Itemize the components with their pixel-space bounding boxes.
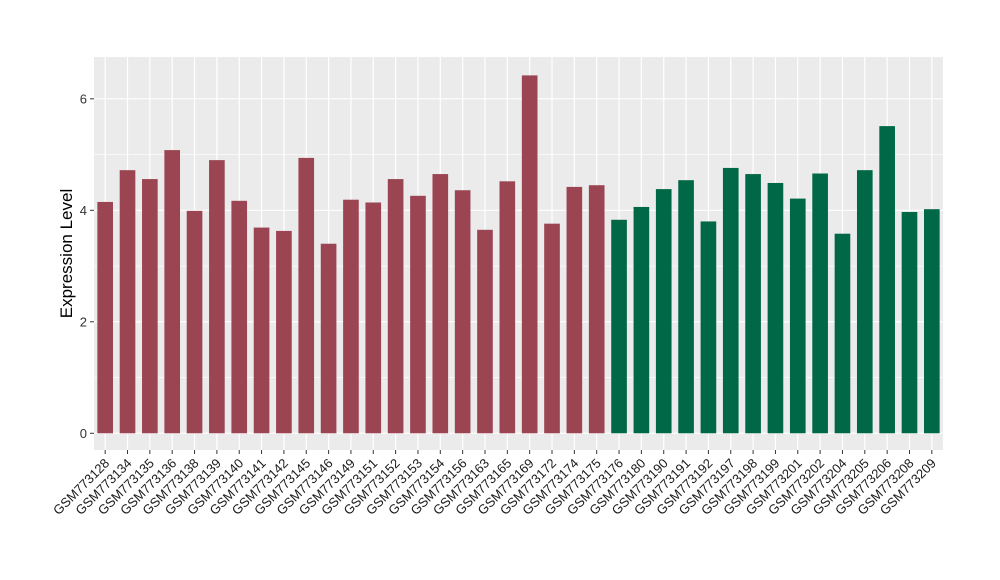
y-axis: 0 2 4 6 [80,91,94,441]
bar-GSM773139 [209,160,225,434]
bar-GSM773169 [521,75,538,434]
bar-GSM773209 [924,209,940,434]
bar-GSM773175 [588,185,605,434]
bar-GSM773199 [767,182,784,434]
bar-GSM773206 [879,126,895,434]
bar-GSM773202 [812,173,828,434]
bar-GSM773153 [410,195,426,434]
bar-GSM773180 [633,206,650,434]
bar-GSM773201 [789,198,806,434]
bar-GSM773165 [499,181,516,434]
bar-GSM773145 [298,157,315,434]
bar-GSM773136 [164,150,181,434]
y-axis-title: Expression Level [57,189,76,318]
y-tick-label: 2 [80,314,87,329]
bar-GSM773138 [186,210,203,434]
bar-GSM773205 [856,170,873,434]
y-tick-label: 0 [80,426,87,441]
bar-GSM773142 [276,230,292,434]
bar-GSM773156 [454,190,471,434]
bar-GSM773190 [655,189,672,434]
bar-GSM773197 [722,167,739,434]
bar-GSM773154 [432,174,449,434]
bar-GSM773152 [387,179,404,434]
y-tick-label: 6 [80,91,87,106]
y-tick-label: 4 [80,203,87,218]
bars [97,75,940,434]
bar-GSM773151 [365,202,382,434]
bar-GSM773172 [544,223,560,434]
bar-GSM773198 [745,174,761,434]
bar-GSM773208 [901,211,918,434]
bar-GSM773135 [142,179,158,434]
bar-GSM773128 [97,201,113,434]
bar-GSM773134 [119,170,136,434]
bar-GSM773146 [320,243,337,434]
bar-GSM773141 [253,227,270,434]
bar-GSM773176 [611,219,627,434]
bar-GSM773191 [678,180,694,434]
bar-GSM773174 [566,186,583,434]
bar-GSM773163 [477,229,493,434]
bar-GSM773149 [343,199,359,434]
bar-GSM773140 [231,200,248,434]
bar-GSM773204 [834,233,851,434]
bar-GSM773192 [700,221,717,434]
x-axis: GSM773128GSM773134GSM773135GSM773136GSM7… [50,450,939,518]
